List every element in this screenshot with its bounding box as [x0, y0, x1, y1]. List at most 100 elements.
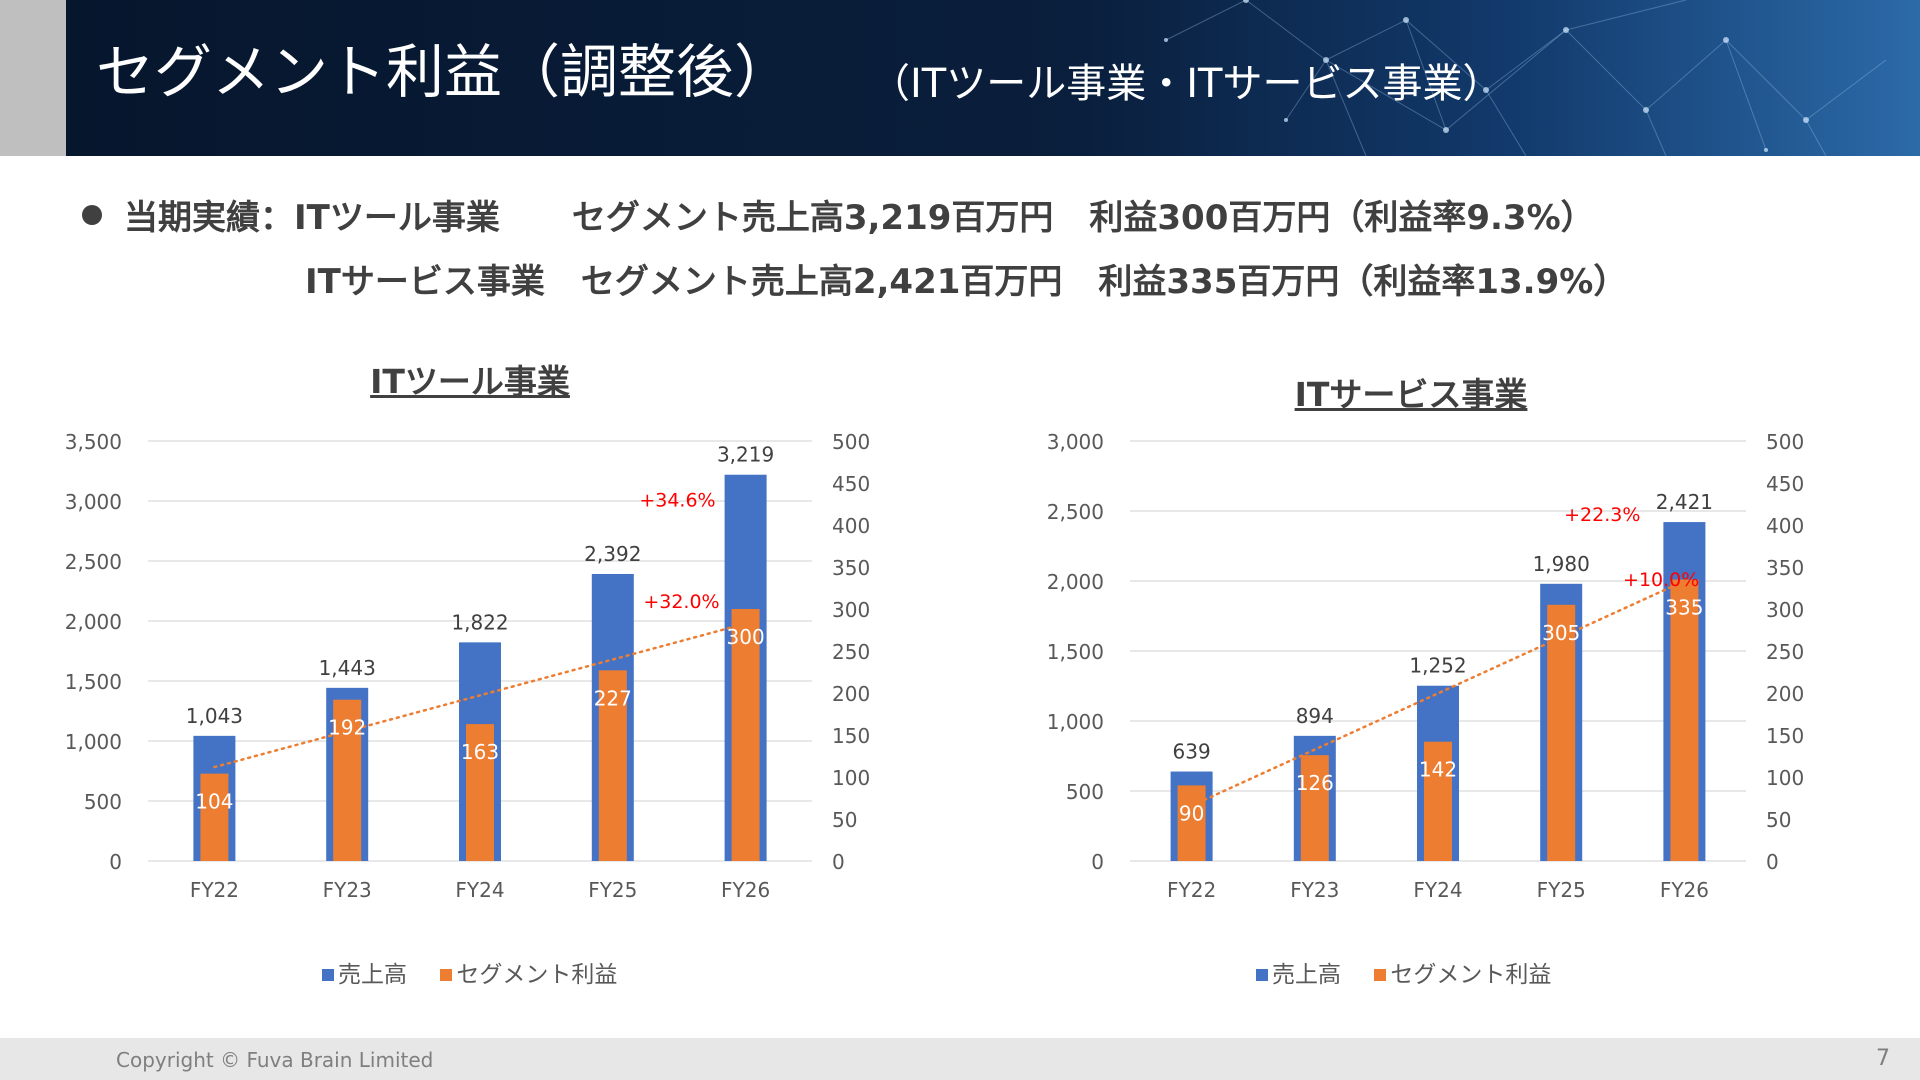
y-left-tick-label: 3,500 — [65, 430, 122, 454]
y-right-tick-label: 400 — [832, 514, 870, 538]
x-tick-label: FY25 — [588, 878, 637, 902]
y-right-tick-label: 200 — [1766, 682, 1804, 706]
bar-profit — [1670, 579, 1699, 861]
summary-line-it-tools: 当期実績：ITツール事業 セグメント売上高3,219百万円 利益300百万円（利益率… — [82, 190, 1595, 239]
legend-label-profit: セグメント利益 — [456, 962, 618, 988]
y-right-tick-label: 300 — [1766, 598, 1804, 622]
copyright-text: Copyright © Fuva Brain Limited — [116, 1048, 434, 1072]
y-right-tick-label: 100 — [1766, 766, 1804, 790]
summary-it-services-profit: 利益335百万円（利益率13.9%） — [1098, 262, 1628, 302]
header-banner: セグメント利益（調整後） （ITツール事業・ITサービス事業） — [66, 0, 1920, 156]
y-right-tick-label: 150 — [1766, 724, 1804, 748]
y-left-tick-label: 1,000 — [1047, 710, 1104, 734]
y-right-tick-label: 450 — [832, 472, 870, 496]
data-label-profit: 104 — [195, 790, 233, 814]
data-label-sales: 1,443 — [319, 656, 376, 680]
y-left-tick-label: 500 — [84, 790, 122, 814]
bar-profit — [1300, 755, 1329, 861]
y-right-tick-label: 150 — [832, 724, 870, 748]
growth-annotation-profit: +10.0% — [1623, 569, 1699, 591]
data-label-sales: 639 — [1173, 740, 1211, 764]
y-left-tick-label: 1,000 — [65, 730, 122, 754]
data-label-profit: 300 — [727, 625, 765, 649]
data-label-sales: 1,980 — [1533, 552, 1590, 576]
footer: Copyright © Fuva Brain Limited 7 — [0, 1038, 1920, 1080]
legend-swatch-sales — [1256, 969, 1268, 981]
legend-label-sales: 売上高 — [338, 962, 407, 988]
y-left-tick-label: 2,000 — [1047, 570, 1104, 594]
chart-title-it-services: ITサービス事業 — [1294, 375, 1528, 414]
summary-it-tools-sales: セグメント売上高3,219百万円 — [571, 198, 1054, 238]
chart-title-it-tools: ITツール事業 — [370, 362, 570, 401]
x-tick-label: FY26 — [721, 878, 770, 902]
bar-profit — [1547, 604, 1576, 861]
legend-item-sales: 売上高 — [322, 955, 407, 989]
growth-annotation-sales: +34.6% — [639, 490, 715, 512]
page-subtitle: （ITツール事業・ITサービス事業） — [870, 61, 1503, 107]
page-number: 7 — [1876, 1046, 1890, 1071]
summary-it-services-sales: セグメント売上高2,421百万円 — [580, 262, 1063, 302]
data-label-profit: 90 — [1179, 801, 1204, 825]
y-right-tick-label: 300 — [832, 598, 870, 622]
bar-profit — [731, 609, 760, 861]
data-label-sales: 1,822 — [451, 610, 508, 634]
data-label-profit: 192 — [328, 716, 366, 740]
growth-annotation-profit: +32.0% — [643, 591, 719, 613]
y-right-tick-label: 0 — [1766, 850, 1779, 874]
data-label-profit: 305 — [1542, 621, 1580, 645]
data-label-sales: 1,043 — [186, 704, 243, 728]
y-left-tick-label: 500 — [1066, 780, 1104, 804]
network-background-graphic — [1164, 0, 1887, 156]
bar-profit — [466, 724, 494, 861]
y-left-tick-label: 2,500 — [65, 550, 122, 574]
legend-label-sales: 売上高 — [1272, 962, 1341, 988]
y-left-tick-label: 0 — [109, 850, 122, 874]
summary-it-tools-profit: 利益300百万円（利益率9.3%） — [1089, 198, 1595, 238]
data-label-profit: 142 — [1419, 758, 1457, 782]
bar-profit — [200, 773, 229, 861]
x-tick-label: FY26 — [1660, 878, 1709, 902]
y-right-tick-label: 500 — [1766, 430, 1804, 454]
y-right-tick-label: 50 — [1766, 808, 1791, 832]
data-label-sales: 1,252 — [1409, 654, 1466, 678]
y-right-tick-label: 250 — [832, 640, 870, 664]
growth-annotation-sales: +22.3% — [1564, 504, 1640, 526]
y-right-tick-label: 500 — [832, 430, 870, 454]
y-left-tick-label: 3,000 — [65, 490, 122, 514]
legend-it-services: 売上高 セグメント利益 — [1256, 955, 1577, 989]
x-tick-label: FY24 — [1413, 878, 1462, 902]
y-left-tick-label: 0 — [1091, 850, 1104, 874]
data-label-profit: 126 — [1296, 771, 1334, 795]
x-tick-label: FY23 — [323, 878, 372, 902]
legend-swatch-profit — [1374, 969, 1387, 981]
bullet-icon — [82, 205, 102, 225]
legend-swatch-sales — [322, 969, 334, 981]
header-side-band — [0, 0, 66, 156]
data-label-sales: 2,392 — [584, 542, 641, 566]
y-left-tick-label: 1,500 — [65, 670, 122, 694]
y-left-tick-label: 1,500 — [1047, 640, 1104, 664]
y-right-tick-label: 350 — [1766, 556, 1804, 580]
data-label-sales: 2,421 — [1656, 490, 1713, 514]
legend-label-profit: セグメント利益 — [1390, 962, 1552, 988]
summary-it-services-prefix: ITサービス事業 — [305, 262, 545, 302]
legend-item-profit: セグメント利益 — [440, 955, 617, 989]
y-right-tick-label: 100 — [832, 766, 870, 790]
chart-it-services: 0 500 1,000 1,500 2,000 2,500 3,000 0 50 100 150 20… — [1047, 430, 1804, 902]
x-tick-label: FY23 — [1290, 878, 1339, 902]
trendline-profit — [1190, 579, 1686, 807]
y-left-tick-label: 3,000 — [1047, 430, 1104, 454]
bar-profit — [598, 670, 627, 861]
legend-item-sales: 売上高 — [1256, 955, 1341, 989]
y-right-tick-label: 250 — [1766, 640, 1804, 664]
x-tick-label: FY22 — [1167, 878, 1216, 902]
x-tick-label: FY25 — [1537, 878, 1586, 902]
y-left-tick-label: 2,000 — [65, 610, 122, 634]
y-right-tick-label: 450 — [1766, 472, 1804, 496]
summary-it-tools-prefix: 当期実績：ITツール事業 — [124, 198, 500, 238]
data-label-sales: 3,219 — [717, 443, 774, 467]
y-right-tick-label: 400 — [1766, 514, 1804, 538]
trendline-profit — [213, 622, 747, 769]
data-label-profit: 163 — [461, 740, 499, 764]
data-label-sales: 894 — [1296, 704, 1334, 728]
